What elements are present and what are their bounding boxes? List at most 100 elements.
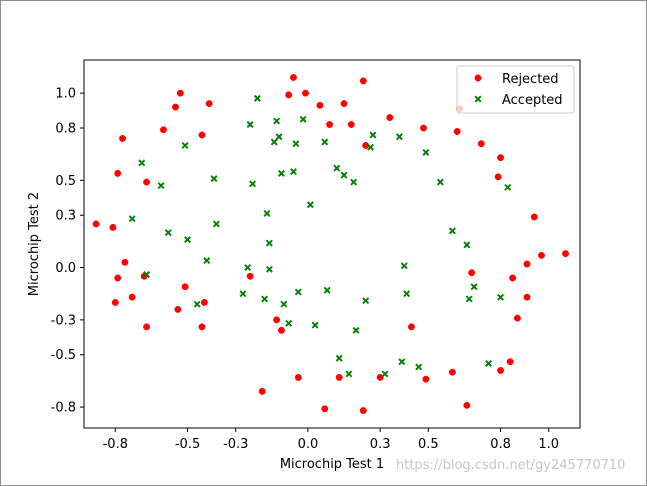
rejected-point	[172, 103, 179, 111]
legend-marker-rejected-symbol	[474, 74, 482, 82]
rejected-point	[448, 368, 456, 376]
accepted-point	[265, 239, 273, 247]
rejected-point	[176, 89, 184, 97]
accepted-point	[261, 295, 269, 303]
rejected-point	[277, 326, 285, 334]
y-axis-title: Microchip Test 2	[27, 192, 42, 296]
rejected-point	[92, 220, 100, 228]
rejected-point	[477, 140, 485, 148]
accepted-point	[306, 201, 314, 209]
legend-label-accepted: Accepted	[502, 93, 563, 108]
rejected-point	[506, 358, 514, 366]
accepted-point	[143, 271, 151, 278]
y-tick-label: -0.5	[51, 348, 76, 363]
rejected-point	[513, 314, 521, 322]
accepted-point	[128, 215, 136, 223]
rejected-point	[468, 269, 476, 277]
x-tick-label: 0.0	[298, 437, 319, 452]
accepted-point	[244, 264, 252, 272]
rejected-point	[335, 373, 343, 381]
rejected-point	[538, 251, 545, 259]
accepted-point	[164, 229, 172, 237]
accepted-point	[212, 220, 220, 228]
rejected-point	[205, 100, 213, 108]
rejected-point	[359, 77, 367, 85]
accepted-point	[340, 171, 348, 179]
accepted-point	[350, 178, 358, 186]
rejected-point	[143, 323, 151, 331]
y-tick-label: 0.3	[55, 209, 76, 224]
rejected-point	[530, 213, 538, 221]
rejected-point	[497, 154, 504, 162]
accepted-point	[292, 140, 300, 148]
rejected-point	[347, 121, 355, 128]
y-tick-label: -0.8	[51, 401, 76, 416]
accepted-point	[246, 121, 254, 129]
accepted-point	[277, 169, 285, 177]
accepted-point	[193, 300, 201, 308]
x-tick-label: -0.3	[223, 437, 248, 452]
accepted-point	[333, 164, 341, 172]
accepted-point	[369, 131, 377, 139]
x-axis-title: Microchip Test 1	[280, 457, 384, 472]
legend: Rejected Accepted	[456, 65, 575, 114]
accepted-point	[275, 133, 283, 141]
rejected-point	[174, 305, 182, 313]
rejected-point	[121, 258, 129, 266]
legend-marker-accepted	[474, 95, 482, 103]
accepted-point	[290, 168, 297, 176]
rejected-point	[509, 274, 517, 282]
legend-marker-accepted-symbol	[474, 95, 482, 103]
rejected-point	[294, 373, 302, 381]
y-tick-label: -0.3	[51, 313, 76, 328]
y-axis-ticks: -0.8 -0.5 -0.3 0.0 0.3 0.5 0.8 1.0	[51, 87, 84, 416]
plot-area	[83, 59, 581, 429]
accepted-point	[463, 241, 471, 249]
x-tick-label: 0.3	[370, 437, 391, 452]
accepted-point	[280, 300, 288, 308]
accepted-point	[470, 283, 478, 291]
rejected-point	[523, 260, 531, 268]
legend-marker-rejected	[474, 74, 482, 82]
rejected-point	[128, 293, 136, 301]
accepted-point	[352, 326, 360, 334]
rejected-point	[160, 126, 167, 134]
accepted-point	[270, 138, 278, 146]
rejected-point	[114, 274, 122, 282]
accepted-point	[253, 94, 261, 102]
accepted-point	[294, 288, 302, 296]
rejected-point	[316, 101, 324, 109]
accepted-point	[345, 370, 353, 378]
rejected-point	[463, 401, 471, 409]
legend-label-rejected: Rejected	[502, 72, 559, 87]
accepted-point	[362, 297, 370, 305]
accepted-point	[273, 117, 281, 125]
x-tick-label: -0.5	[175, 437, 200, 452]
accepted-point	[504, 183, 512, 191]
rejected-point	[326, 121, 334, 128]
accepted-point	[184, 236, 192, 244]
rejected-point	[258, 387, 266, 395]
rejected-point	[494, 173, 502, 181]
rejected-point	[119, 135, 126, 142]
accepted-point	[395, 133, 403, 141]
accepted-point	[181, 141, 189, 149]
accepted-point	[311, 321, 319, 329]
accepted-point	[403, 290, 411, 298]
rejected-point	[359, 407, 367, 415]
rejected-point	[408, 323, 415, 331]
rejected-point	[420, 124, 427, 132]
rejected-point	[386, 114, 394, 122]
accepted-point	[285, 319, 293, 327]
rejected-point	[273, 316, 281, 324]
accepted-point	[323, 286, 331, 294]
accepted-point	[448, 227, 456, 235]
rejected-point	[111, 298, 119, 306]
rejected-point	[114, 169, 122, 177]
accepted-point	[422, 148, 430, 156]
data-points	[92, 73, 570, 415]
rejected-point	[200, 298, 208, 306]
x-tick-label: 1.0	[538, 437, 559, 452]
x-tick-label: -0.8	[103, 437, 128, 452]
y-tick-label: 0.8	[55, 122, 76, 137]
